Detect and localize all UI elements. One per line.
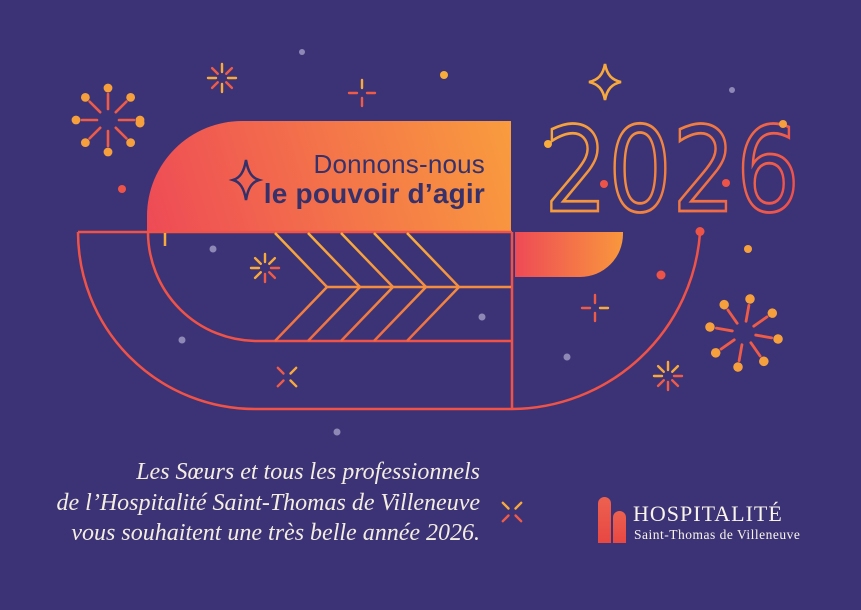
greeting-message: Les Sœurs et tous les professionnels de …	[57, 457, 480, 549]
message-line2: de l’Hospitalité Saint-Thomas de Villene…	[56, 489, 480, 516]
spark-icon	[206, 62, 238, 94]
firework-icon	[70, 82, 146, 158]
plus-sparkle-icon	[347, 78, 377, 108]
cross-sparkle-icon	[501, 501, 523, 523]
spark-icon	[652, 360, 684, 392]
slogan: Donnons-nous le pouvoir d’agir	[263, 149, 485, 209]
message-line1: Les Sœurs et tous les professionnels	[136, 459, 480, 485]
year-text: 2026	[544, 101, 800, 239]
swoosh-end-dot	[695, 227, 705, 236]
year-end-dots	[544, 120, 787, 188]
cross-sparkle-icon	[276, 366, 298, 388]
spark-icon	[249, 252, 281, 284]
firework-icon	[703, 292, 785, 374]
logo-subtitle: Saint-Thomas de Villeneuve	[634, 527, 801, 542]
logo-name: HOSPITALITÉ	[633, 501, 783, 526]
accent-dots	[118, 71, 752, 280]
slogan-panel	[147, 121, 511, 232]
slogan-line2: le pouvoir d’agir	[263, 178, 485, 209]
plus-sparkle-icon	[580, 293, 610, 323]
ledge-shape	[515, 232, 623, 277]
logo-mark-icon	[598, 497, 611, 543]
bowl-outline	[76, 230, 702, 411]
slogan-line1: Donnons-nous	[313, 149, 485, 179]
hospitalite-logo: HOSPITALITÉ Saint-Thomas de Villeneuve	[596, 494, 826, 564]
diamond-sparkle-icon	[588, 63, 622, 101]
diamond-sparkle-icon	[228, 159, 264, 201]
logo-mark-icon	[613, 511, 626, 543]
message-line3: vous souhaitent une très belle année 202…	[71, 520, 480, 546]
chevron-pattern	[163, 232, 511, 342]
grey-dots	[178, 49, 735, 436]
